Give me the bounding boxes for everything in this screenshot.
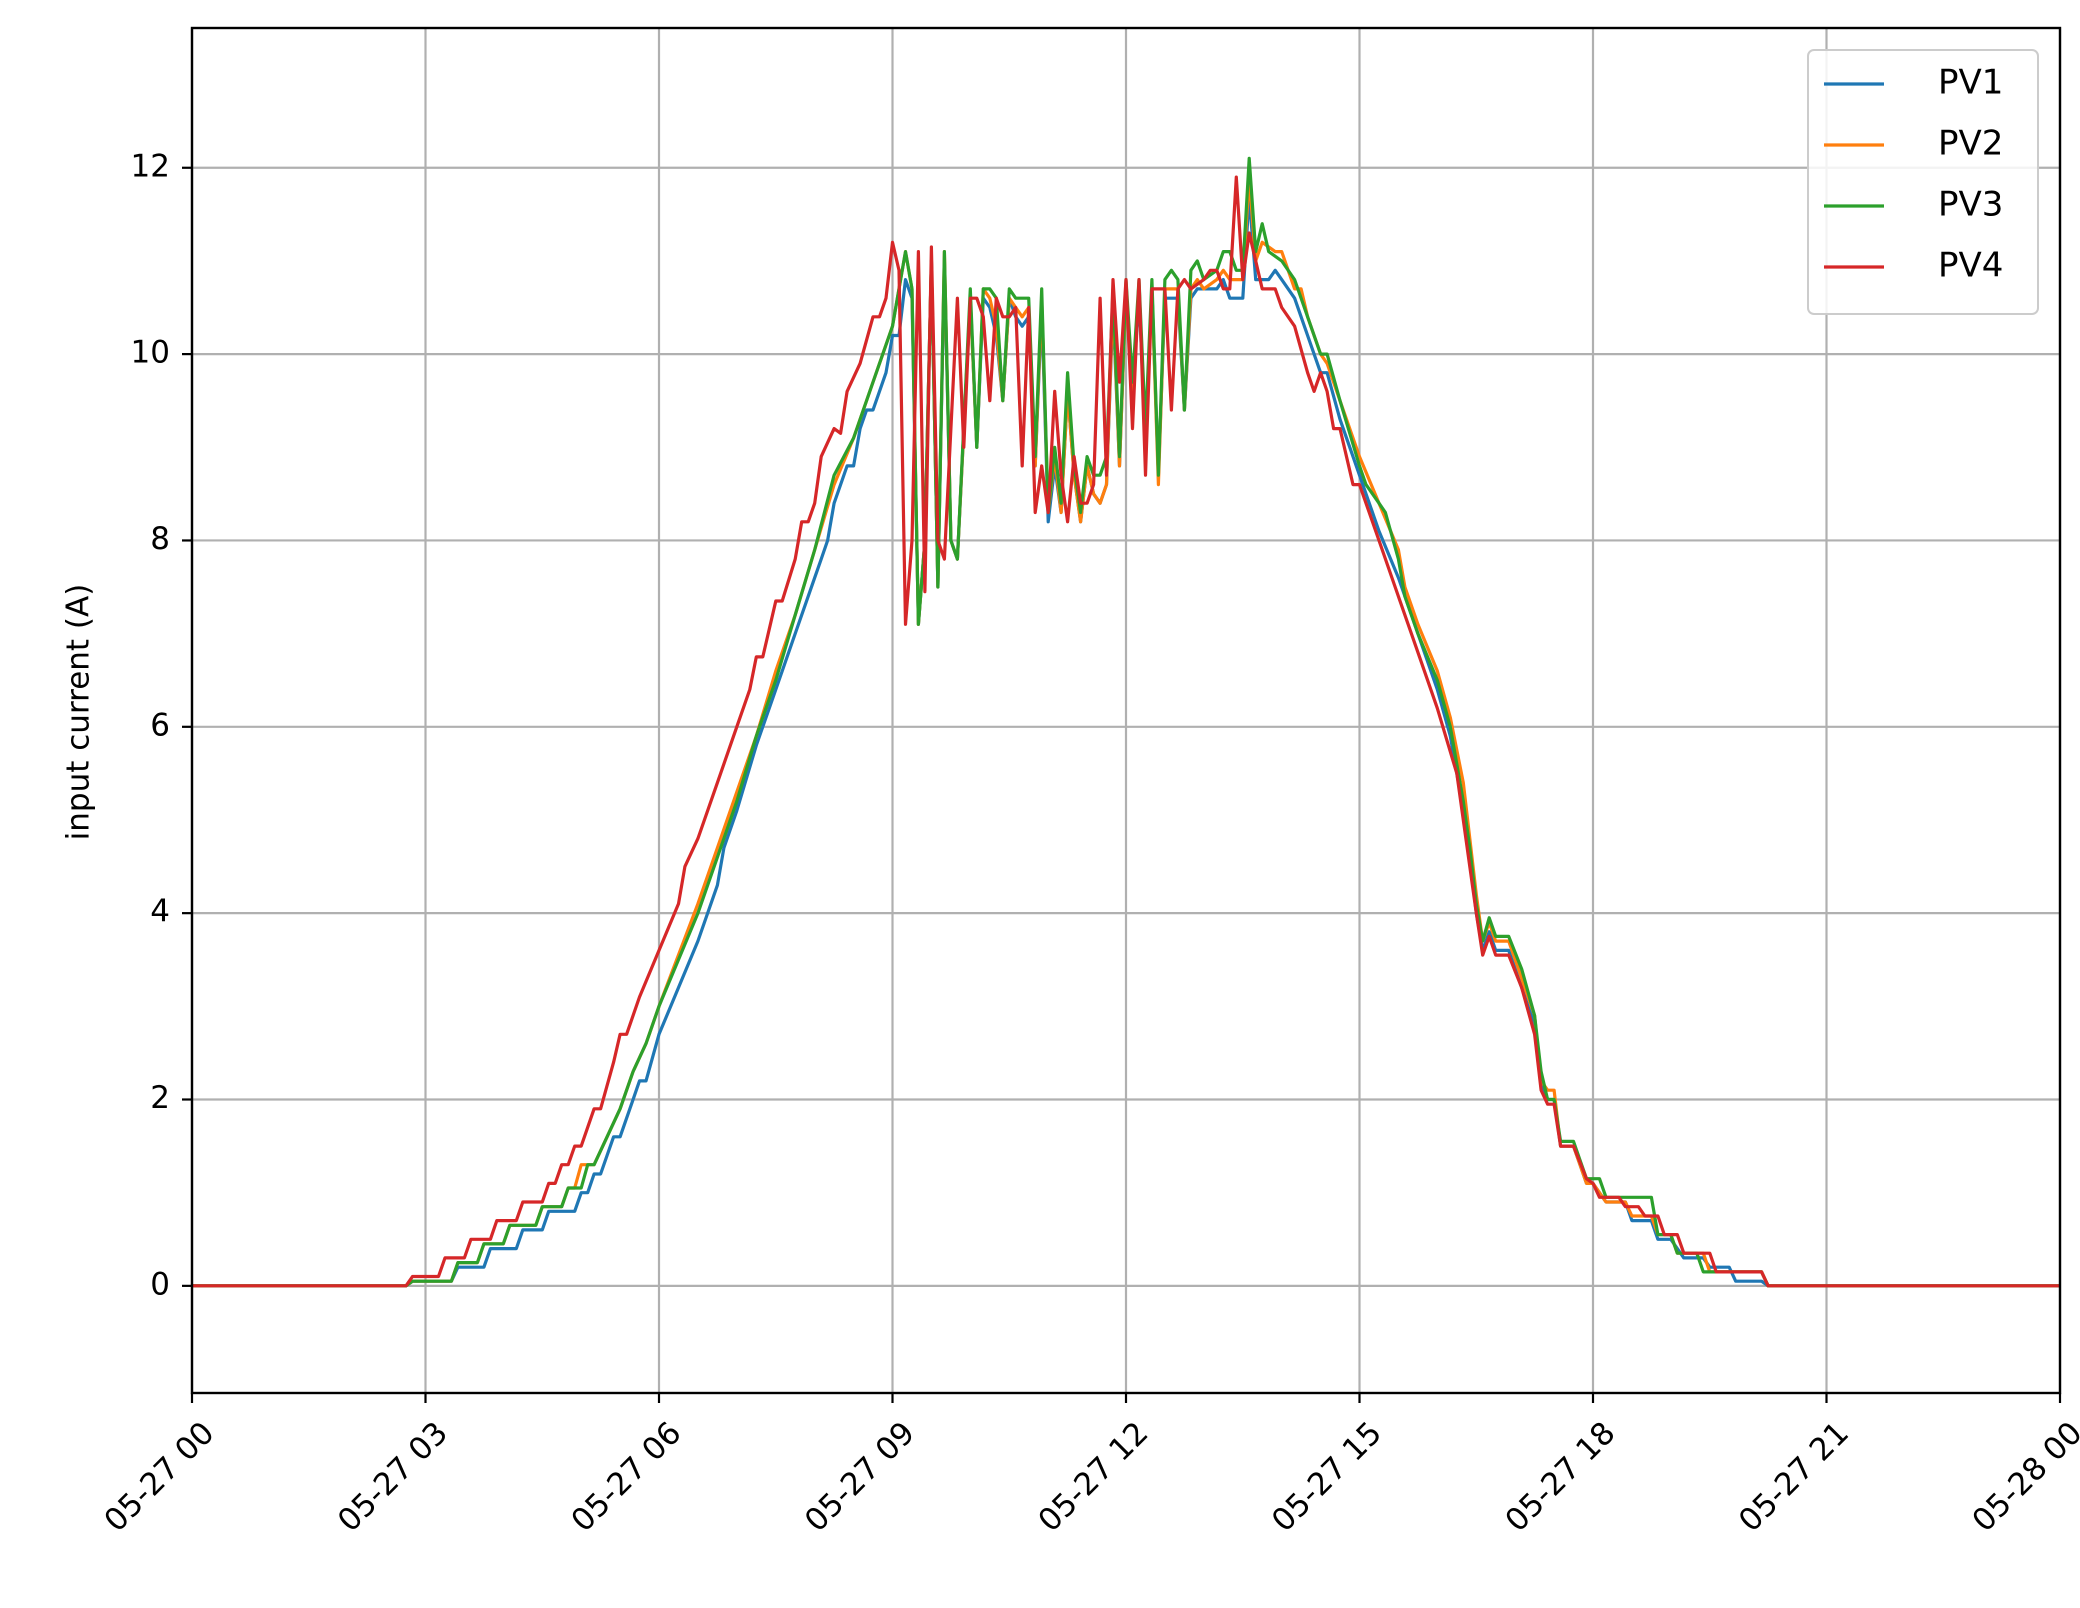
y-tick-label: 0 (150, 1266, 170, 1302)
legend-label: PV3 (1938, 185, 2003, 225)
y-tick-label: 10 (131, 335, 170, 371)
legend: PV1 PV2 PV3 PV4 (1807, 49, 2039, 315)
y-tick-label: 12 (131, 148, 170, 184)
legend-label: PV1 (1938, 63, 2003, 103)
y-tick-label: 8 (150, 521, 170, 557)
legend-label: PV4 (1938, 246, 2003, 286)
y-axis-label: input current (A) (61, 584, 97, 841)
y-tick-label: 6 (150, 707, 170, 743)
series-lines (192, 156, 2060, 1288)
legend-label: PV2 (1938, 124, 2003, 164)
y-tick-label: 2 (150, 1080, 170, 1116)
grid (190, 28, 2062, 1393)
series-line-pv2 (192, 175, 2060, 1288)
series-line-pv4 (192, 175, 2060, 1288)
y-tick-label: 4 (150, 894, 170, 930)
legend-box (1807, 49, 2039, 315)
